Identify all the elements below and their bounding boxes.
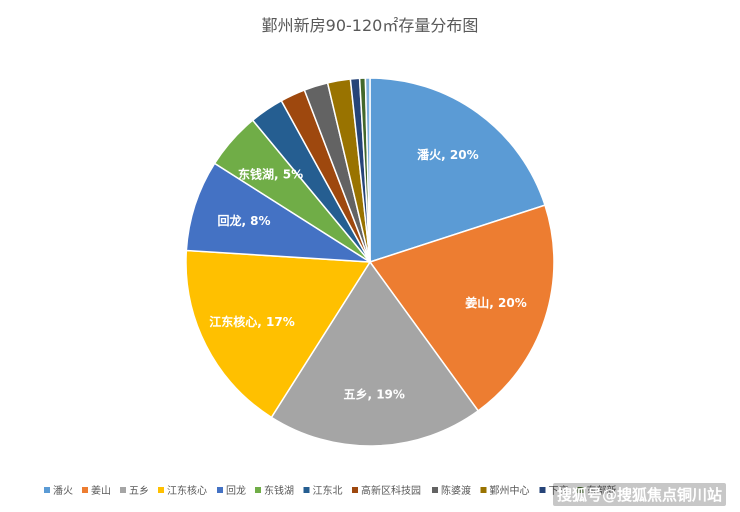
pie-slice-0 [369,77,546,264]
legend-swatch-5 [255,487,261,493]
legend-label-6: 江东北 [313,484,343,497]
legend-label-3: 江东核心 [167,484,207,497]
legend-swatch-3 [158,487,164,493]
legend: 潘火 姜山 五乡 江东核心 回龙 东钱湖 江东北 高新区科技园 陈婆渡 鄞州中心 下应 东部新 [44,484,617,497]
legend-swatch-11 [577,487,584,493]
data-labels: 潘火, 20% 姜山, 20% 五乡, 19% 江东核心, 17% 回龙, 8% 东钱湖,… [209,147,526,402]
legend-label-9: 鄞州中心 [490,484,530,497]
legend-swatch-7 [352,487,358,493]
legend-label-8: 陈婆渡 [441,484,471,497]
legend-label-7: 高新区科技园 [361,484,421,497]
data-label-2: 五乡, 19% [343,386,404,401]
pie-slice-4 [185,162,371,263]
legend-swatch-0 [44,487,50,493]
legend-label-4: 回龙 [226,484,246,497]
legend-swatch-9 [480,487,487,493]
pie-slice-3 [185,249,372,419]
legend-label-10: 下应 [549,484,569,497]
pie-slice-2 [270,260,480,447]
legend-label-0: 潘火 [53,485,73,497]
data-label-5: 东钱湖, 5% [238,166,303,181]
legend-swatch-8 [432,487,438,493]
data-label-1: 姜山, 20% [465,295,526,310]
pie-slice-1 [368,204,555,412]
legend-swatch-10 [539,487,546,493]
legend-label-1: 姜山 [91,484,111,497]
watermark-text: 搜狐号@搜狐焦点铜川站 [552,483,726,506]
legend-swatch-6 [303,487,310,493]
legend-label-11: 东部新 [587,484,617,497]
legend-swatch-1 [82,487,88,493]
legend-label-5: 东钱湖 [264,484,294,497]
data-label-0: 潘火, 20% [417,147,478,162]
data-label-3: 江东核心, 17% [209,314,294,329]
chart-title: 鄞州新房90-120㎡存量分布图 [261,16,479,35]
legend-label-2: 五乡 [129,485,149,497]
legend-swatch-4 [217,487,223,493]
pie-slice-12 [364,77,371,263]
data-label-4: 回龙, 8% [217,213,270,228]
legend-swatch-2 [120,487,126,493]
